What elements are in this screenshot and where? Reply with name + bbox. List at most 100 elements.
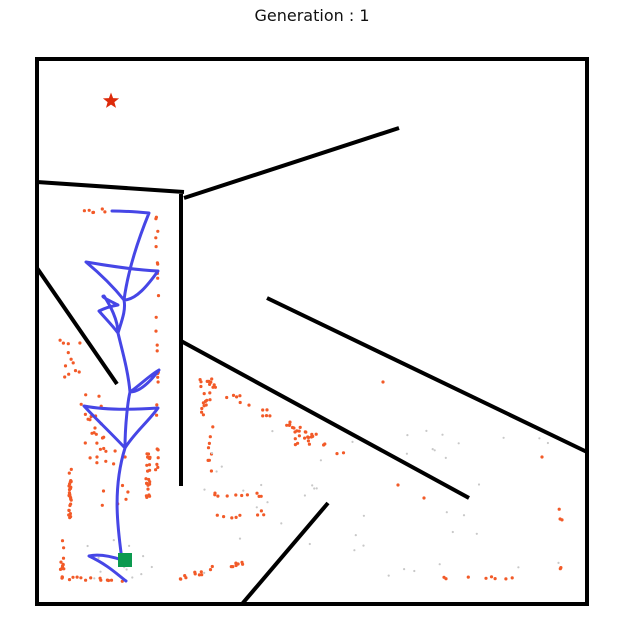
sample-point [83,441,87,445]
sample-point [61,556,66,560]
sample-point [156,276,160,280]
sample-point [229,565,233,569]
sample-point [208,568,213,572]
sample-point [75,575,79,579]
sample-point [95,461,99,465]
sample-point [66,342,70,346]
sample-point [68,494,72,498]
sample-point [97,556,100,560]
sample-point [213,385,217,389]
sample-point [445,511,448,514]
sample-point [155,462,159,466]
sample-point [120,483,125,488]
sample-point [156,465,160,469]
sample-point [303,430,307,434]
sample-point [201,413,205,417]
sample-point [68,511,72,516]
sample-point [444,577,448,581]
sample-point [193,572,197,576]
sample-points [58,207,564,583]
sample-point [493,577,497,581]
sample-point [100,436,105,440]
sample-point [238,400,242,405]
sample-point [71,575,75,579]
sample-point [208,382,212,386]
sample-point [406,434,409,437]
sample-point [540,455,544,459]
sample-point [183,574,187,578]
sample-point [462,514,466,517]
sample-point [131,576,134,579]
sample-point [403,568,406,571]
sample-point [242,489,245,492]
sample-point [353,549,356,552]
sample-point [314,432,318,436]
sample-point [69,357,73,361]
sample-point [199,380,203,384]
sample-point [156,375,160,379]
sample-point [68,480,72,484]
sample-point [240,493,244,498]
sample-point [210,452,214,455]
sample-point [234,563,238,568]
sample-point [557,507,561,511]
sample-point [146,487,150,491]
sample-point [147,463,152,467]
sample-point [100,503,104,507]
sample-point [84,393,88,397]
sample-point [335,452,339,456]
sample-point [178,577,182,581]
wall-segment [36,180,185,194]
sample-point [546,441,550,445]
sample-point [213,493,217,497]
sample-point [309,435,313,439]
sample-point [199,384,203,389]
sample-point [413,569,416,573]
sample-point [307,442,311,446]
sample-point [310,432,314,436]
sample-point [154,315,158,319]
sample-point [61,563,65,567]
sample-point [98,576,102,580]
sample-point [538,437,541,440]
sample-point [155,403,159,407]
sample-point [313,487,316,490]
sample-point [256,513,260,517]
sample-point [354,534,357,537]
sample-point [298,425,302,429]
sample-point [306,439,310,443]
sample-point [98,447,102,451]
sample-point [73,369,78,373]
sample-point [148,482,152,486]
sample-point [287,423,291,427]
sample-point [79,576,83,580]
sample-point [245,493,249,497]
sample-point [156,229,160,233]
sample-point [210,377,214,381]
sample-point [86,544,89,548]
sample-point [78,341,82,345]
wall-segment [180,339,470,500]
sample-point [202,404,206,408]
sample-point [451,530,454,534]
maze-walls [35,57,589,606]
sample-point [280,522,283,525]
sample-point [288,420,292,424]
sample-point [261,408,265,412]
sample-point [95,455,99,459]
sample-point [155,343,159,347]
sample-point [308,542,311,546]
sample-point [68,485,72,489]
sample-point [241,562,245,566]
sample-point [431,448,434,451]
sample-point [502,436,505,439]
sample-point [260,483,263,487]
sample-point [104,449,108,453]
sample-point [203,571,206,575]
sample-point [211,385,215,389]
sample-point [66,351,70,355]
sample-point [93,577,96,580]
sample-point [504,577,508,581]
sample-point [105,578,109,582]
